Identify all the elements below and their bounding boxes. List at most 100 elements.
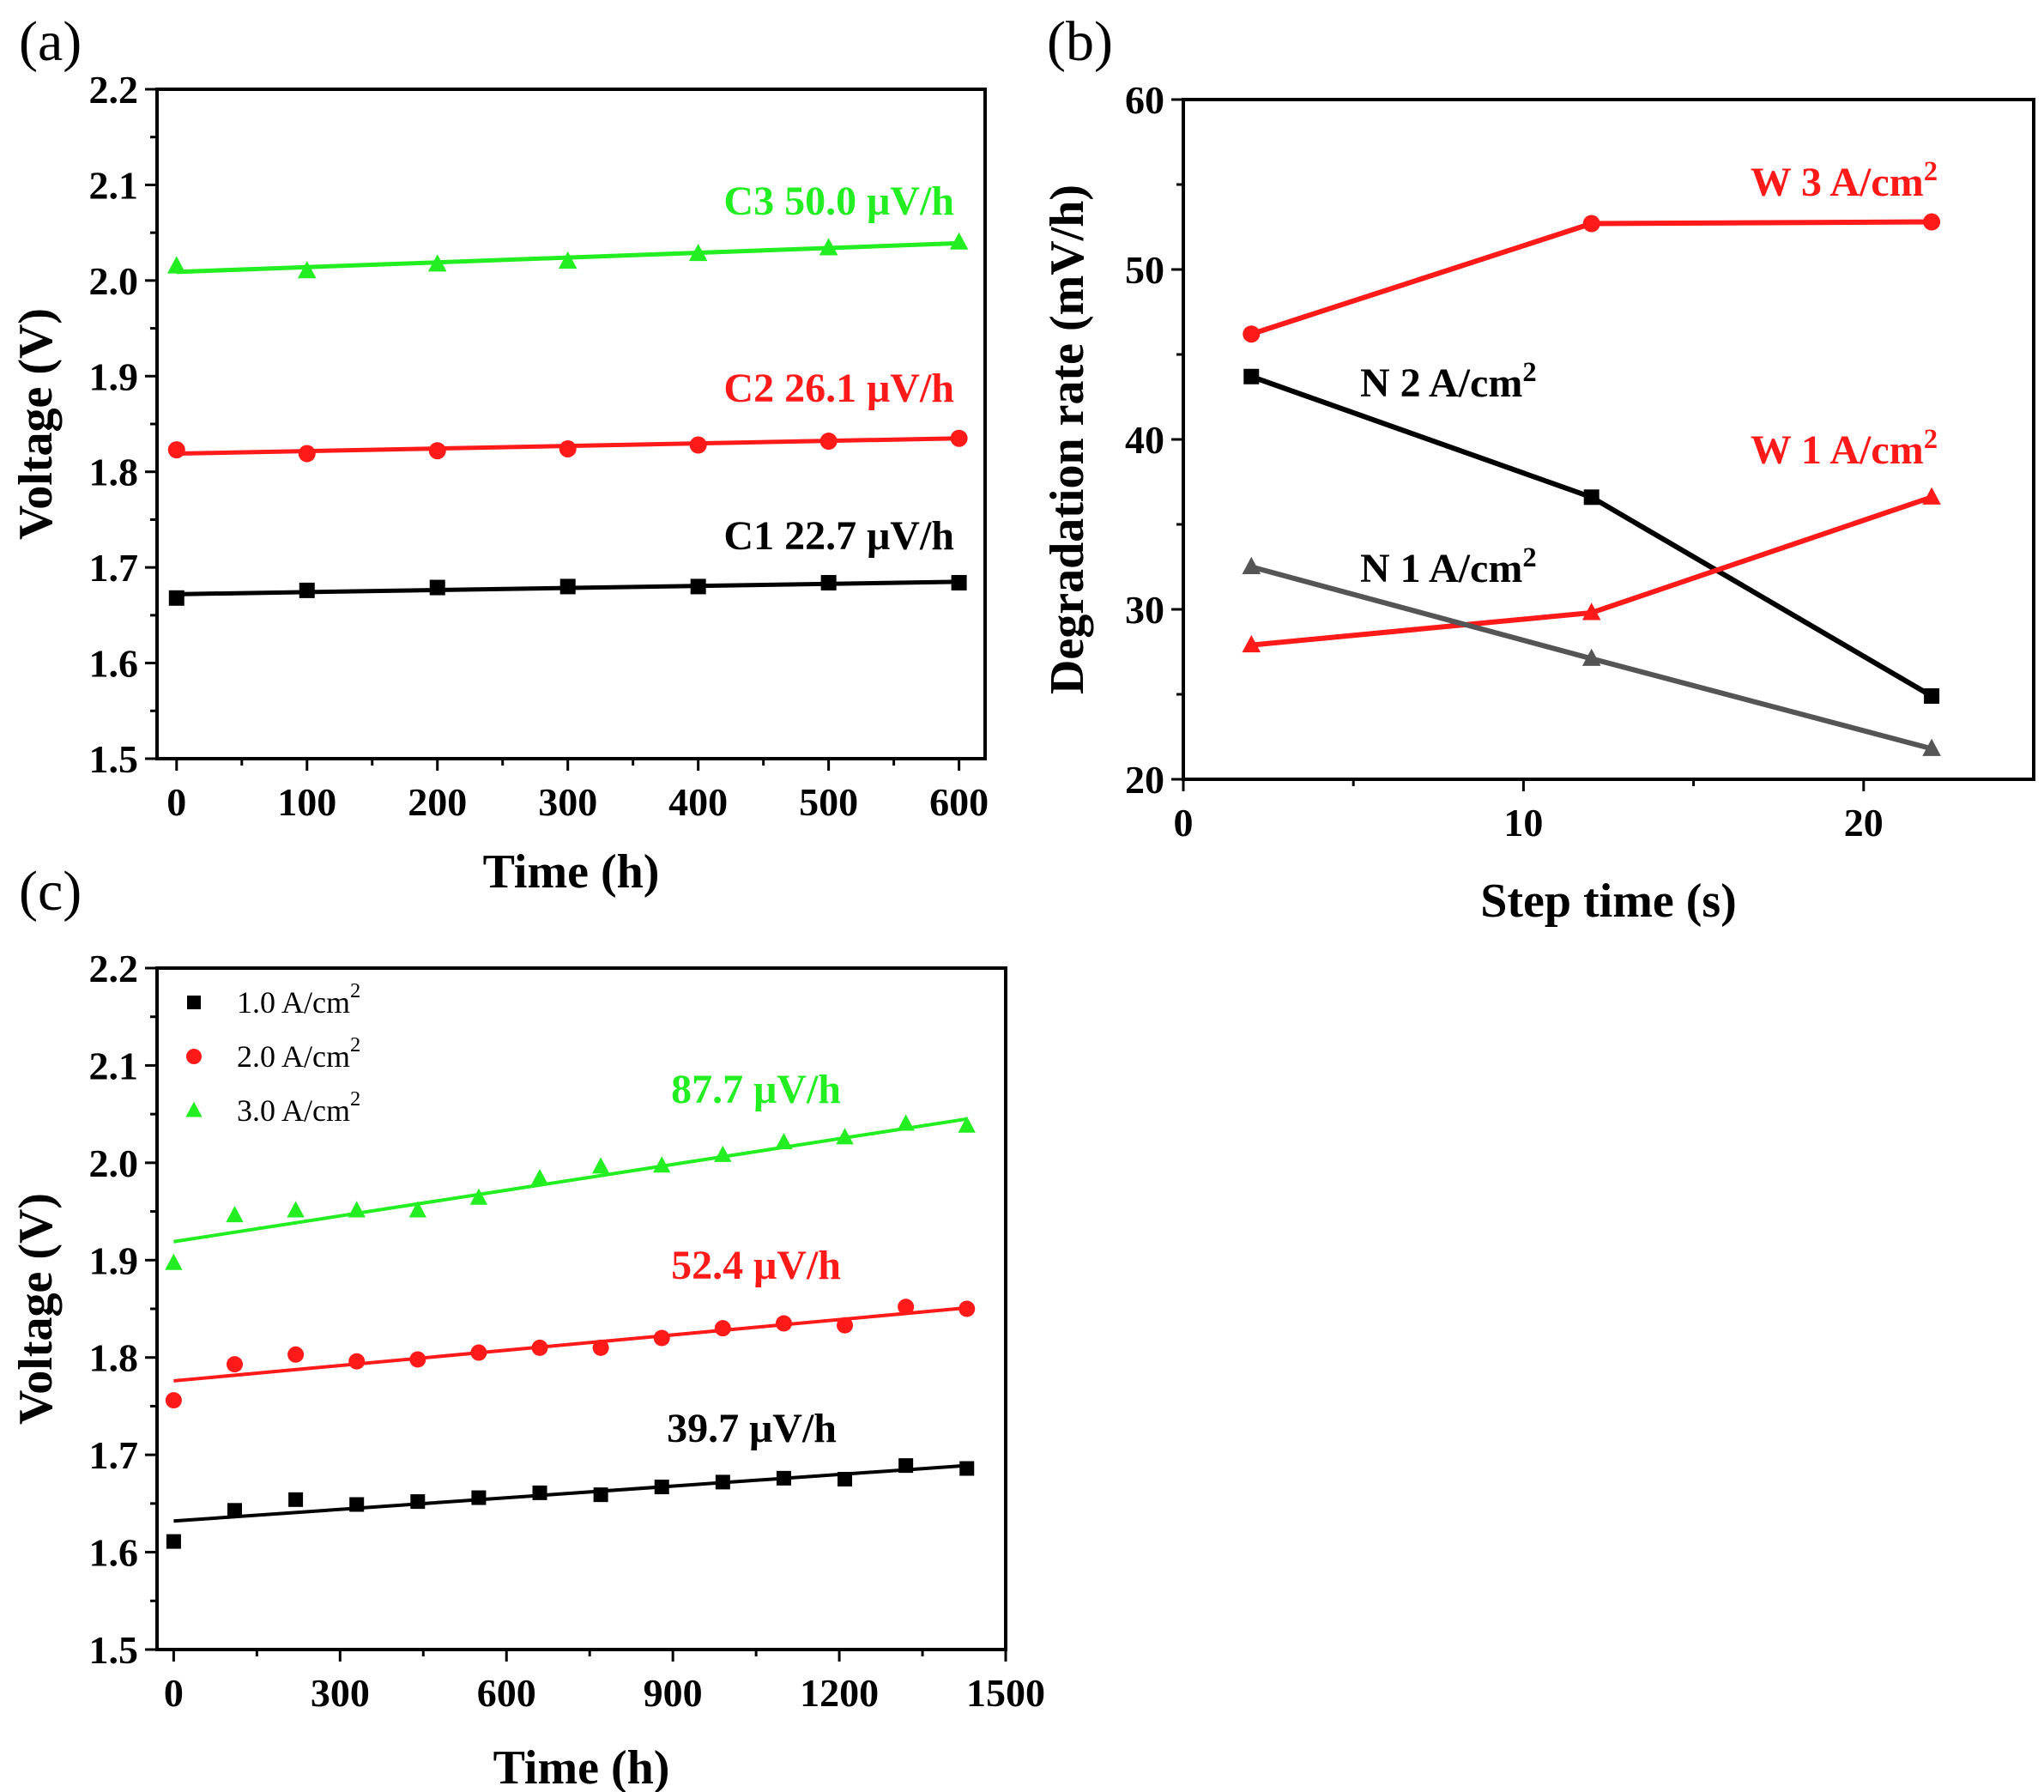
data-point	[409, 1351, 426, 1368]
data-point	[776, 1470, 791, 1486]
data-point-C3	[558, 251, 578, 269]
chart-panel-a: 0 100 200 300 400 500 600 1.5 1.6 1.7 1.8 1.9 2.0 2.1…	[9, 68, 989, 899]
data-point	[530, 1168, 549, 1186]
x-tick-label: 0	[166, 780, 186, 824]
data-point	[714, 1145, 732, 1162]
data-point-C1	[168, 590, 184, 606]
panel-label-b: (b)	[1047, 10, 1113, 73]
data-point	[287, 1346, 305, 1363]
series-label-main: W 3 A/cm	[1751, 160, 1924, 205]
data-point	[288, 1492, 304, 1507]
y-axis-title: Voltage (V)	[9, 308, 63, 540]
y-tick-label: 1.6	[89, 642, 139, 686]
data-point	[1581, 602, 1601, 621]
legend-label: 3.0 A/cm2	[237, 1087, 360, 1128]
legend-marker	[186, 1049, 202, 1064]
y-tick-label: 2.0	[89, 259, 139, 303]
data-point	[1924, 687, 1940, 704]
data-point	[958, 1116, 976, 1133]
y-tick-label: 2.2	[89, 68, 139, 112]
data-point	[470, 1344, 487, 1361]
series-label-sup: 2	[1522, 357, 1536, 388]
x-tick-label: 400	[668, 780, 728, 824]
chart-panel-b: 0 10 20 20 30 40 50 60 Step time (s) Degradation …	[1041, 78, 2035, 928]
x-tick-label: 500	[799, 780, 858, 824]
y-tick-label: 60	[1125, 78, 1164, 122]
data-point-C1	[820, 574, 837, 590]
data-point	[1922, 487, 1941, 505]
panel-label-c: (c)	[19, 860, 82, 923]
series-W-1-A-cm2: W 1 A/cm2	[1242, 424, 1941, 653]
data-point	[715, 1474, 730, 1490]
y-tick-label: 2.2	[89, 947, 139, 990]
data-point	[532, 1485, 547, 1500]
data-point	[1582, 215, 1600, 233]
data-point	[593, 1487, 608, 1503]
data-point-C2	[428, 442, 446, 460]
data-point	[348, 1353, 366, 1370]
data-point	[1243, 368, 1260, 384]
data-point	[348, 1201, 366, 1218]
y-tick-label: 1.8	[89, 451, 139, 494]
y-tick-label: 2.1	[89, 163, 139, 207]
legend-label-sup: 2	[350, 1033, 360, 1056]
y-tick-label: 20	[1125, 758, 1164, 802]
data-point	[531, 1339, 548, 1356]
legend-label-sup: 2	[350, 1087, 360, 1111]
y-axis-title: Degradation rate (mV/h)	[1041, 185, 1094, 694]
data-point	[591, 1157, 610, 1174]
data-point	[654, 1480, 669, 1495]
x-tick-label: 1500	[966, 1671, 1045, 1715]
fit-line	[173, 1305, 967, 1383]
data-point	[897, 1114, 915, 1131]
legend-marker	[185, 1101, 203, 1117]
series-label: N 1 A/cm2	[1360, 542, 1537, 591]
data-point	[1922, 738, 1941, 756]
series-label-sup: 2	[1924, 156, 1938, 187]
data-point	[287, 1201, 305, 1218]
data-point-C2	[298, 445, 316, 463]
data-point	[227, 1503, 242, 1518]
x-axis-title: Step time (s)	[1480, 875, 1737, 928]
data-point-C2	[689, 436, 707, 454]
data-point-C1	[951, 574, 967, 590]
panel-label-a: (a)	[19, 10, 82, 73]
series-label-sup: 2	[1924, 424, 1938, 455]
data-point	[349, 1497, 365, 1512]
data-point	[1243, 325, 1261, 343]
data-point	[410, 1494, 426, 1510]
data-point-C1	[429, 579, 445, 596]
legend-label-main: 1.0 A/cm	[237, 985, 350, 1020]
x-tick-label: 10	[1503, 801, 1543, 845]
data-point-C3	[427, 254, 447, 272]
y-tick-label: 1.8	[89, 1336, 139, 1380]
legend-entry: 2.0 A/cm2	[186, 1033, 360, 1074]
rate-annotation: 39.7 μV/h	[667, 1406, 837, 1451]
y-axis-title: Voltage (V)	[9, 1193, 63, 1425]
y-tick-label: 1.6	[89, 1531, 139, 1575]
data-point-C3	[688, 243, 708, 262]
data-point-C2	[819, 433, 838, 451]
data-point	[959, 1300, 976, 1317]
data-point	[592, 1339, 609, 1356]
x-tick-label: 600	[477, 1671, 536, 1715]
x-tick-label: 0	[164, 1671, 184, 1715]
data-point	[408, 1201, 427, 1218]
x-tick-label: 1200	[800, 1671, 879, 1715]
series-line	[1250, 494, 1933, 648]
data-point	[959, 1461, 975, 1476]
data-point-C3	[819, 238, 838, 256]
y-tick-label: 1.7	[89, 1433, 139, 1477]
data-point-C2	[167, 441, 185, 459]
legend-label-main: 3.0 A/cm	[237, 1093, 350, 1128]
x-tick-label: 200	[408, 780, 467, 824]
series-label-main: N 2 A/cm	[1360, 360, 1522, 406]
x-tick-label: 600	[929, 780, 989, 824]
x-tick-label: 900	[644, 1671, 703, 1715]
data-point	[1923, 213, 1941, 231]
series-2.0-A-cm2: 52.4 μV/h	[165, 1243, 976, 1409]
legend-label-sup: 2	[350, 979, 360, 1002]
legend-label-main: 2.0 A/cm	[237, 1039, 350, 1074]
x-tick-label: 100	[277, 780, 336, 824]
